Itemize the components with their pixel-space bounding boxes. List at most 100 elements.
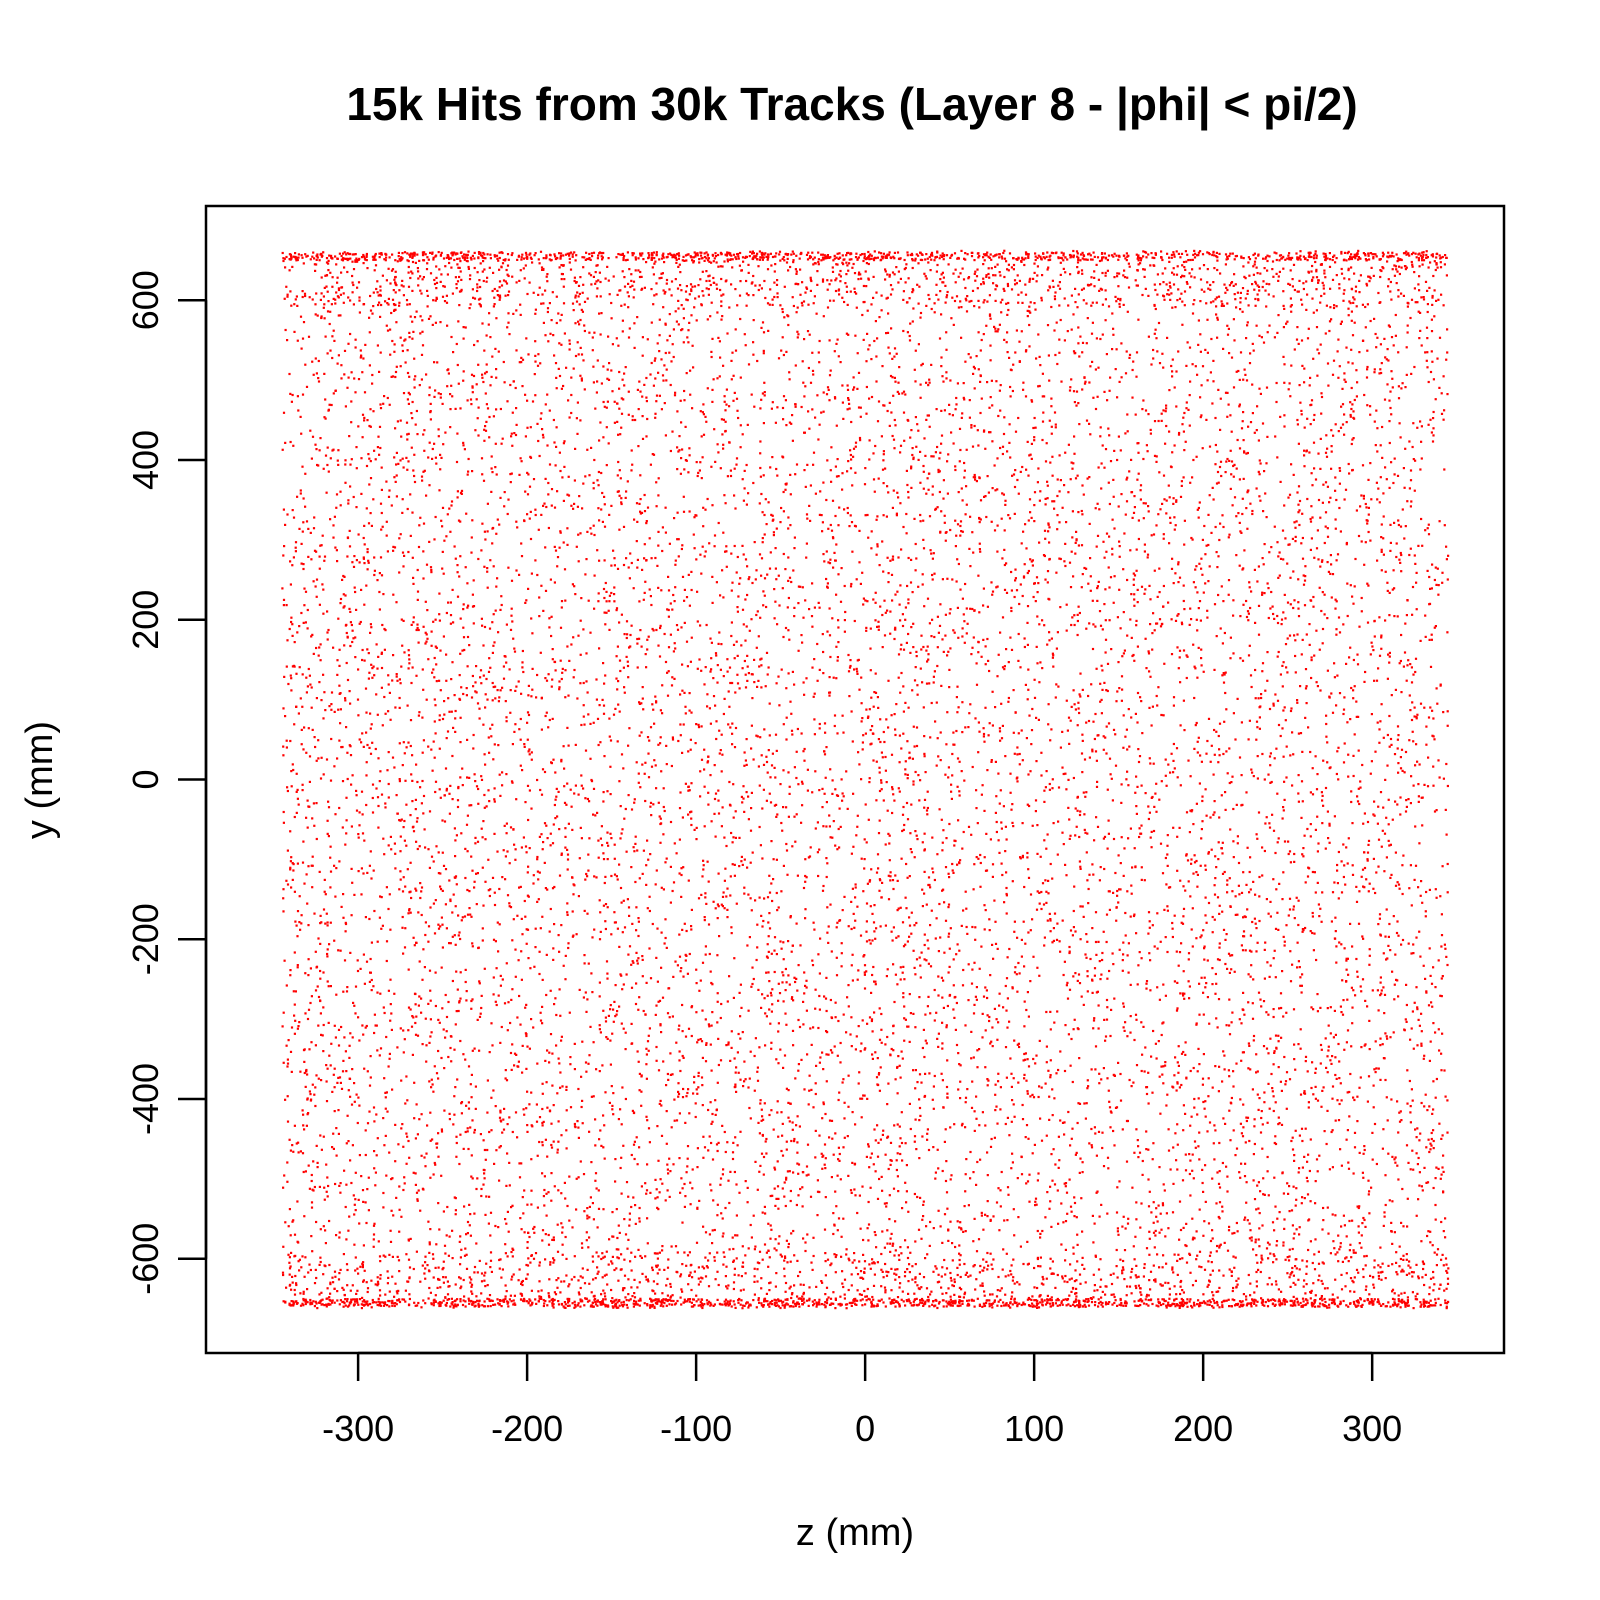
- hit-point: [1421, 545, 1423, 547]
- hit-point: [608, 1015, 610, 1017]
- hit-point: [866, 920, 868, 922]
- hit-point: [1272, 878, 1274, 880]
- hit-point: [1193, 1067, 1195, 1069]
- hit-point: [481, 377, 483, 379]
- hit-point: [794, 1077, 796, 1079]
- hit-point: [878, 738, 880, 740]
- hit-point: [1390, 542, 1392, 544]
- hit-point: [484, 1177, 486, 1179]
- hit-point: [1271, 814, 1273, 816]
- hit-point: [1079, 814, 1081, 816]
- hit-point: [525, 435, 527, 437]
- hit-point: [1041, 1230, 1043, 1232]
- hit-point: [1028, 519, 1030, 521]
- hit-point: [1215, 526, 1217, 528]
- hit-point: [1281, 665, 1283, 667]
- hit-point: [1027, 315, 1029, 317]
- hit-point: [313, 374, 315, 376]
- hit-point: [1022, 382, 1024, 384]
- hit-point: [816, 284, 818, 286]
- hit-point: [659, 319, 661, 321]
- hit-point: [842, 1286, 844, 1288]
- hit-point: [870, 303, 872, 305]
- hit-point: [1020, 291, 1022, 293]
- hit-point: [1184, 290, 1186, 292]
- hit-point: [545, 254, 547, 256]
- hit-point: [588, 837, 590, 839]
- hit-point: [1181, 485, 1183, 487]
- hit-point: [1308, 328, 1310, 330]
- hit-point: [508, 902, 510, 904]
- hit-point: [1444, 1236, 1446, 1238]
- hit-point: [1258, 1097, 1260, 1099]
- hit-point: [1131, 637, 1133, 639]
- hit-point: [1057, 1305, 1059, 1307]
- hit-point: [499, 1042, 501, 1044]
- hit-point: [1031, 708, 1033, 710]
- hit-point: [938, 1210, 940, 1212]
- hit-point: [637, 1163, 639, 1165]
- hit-point: [282, 1025, 284, 1027]
- hit-point: [378, 591, 380, 593]
- hit-point: [862, 603, 864, 605]
- hit-point: [1166, 293, 1168, 295]
- hit-point: [1320, 1062, 1322, 1064]
- hit-point: [582, 1267, 584, 1269]
- hit-point: [853, 376, 855, 378]
- hit-point: [1323, 272, 1325, 274]
- hit-point: [773, 950, 775, 952]
- hit-point: [717, 337, 719, 339]
- hit-point: [803, 992, 805, 994]
- hit-point: [1075, 477, 1077, 479]
- hit-point: [341, 1287, 343, 1289]
- hit-point: [1381, 549, 1383, 551]
- hit-point: [310, 1269, 312, 1271]
- hit-point: [802, 750, 804, 752]
- hit-point: [353, 496, 355, 498]
- hit-point: [719, 752, 721, 754]
- hit-point: [1066, 604, 1068, 606]
- hit-point: [958, 706, 960, 708]
- hit-point: [1292, 538, 1294, 540]
- hit-point: [1162, 1202, 1164, 1204]
- hit-point: [1250, 976, 1252, 978]
- hit-point: [391, 504, 393, 506]
- hit-point: [548, 673, 550, 675]
- hit-point: [631, 625, 633, 627]
- hit-point: [411, 780, 413, 782]
- hit-point: [1092, 600, 1094, 602]
- hit-point: [882, 1130, 884, 1132]
- hit-point: [770, 1042, 772, 1044]
- hit-point: [1082, 1171, 1084, 1173]
- hit-point: [321, 292, 323, 294]
- hit-point: [1257, 755, 1259, 757]
- hit-point: [1430, 1145, 1432, 1147]
- hit-point: [1005, 826, 1007, 828]
- hit-point: [1418, 795, 1420, 797]
- hit-point: [417, 569, 419, 571]
- hit-point: [963, 476, 965, 478]
- hit-point: [1285, 776, 1287, 778]
- hit-point: [783, 1260, 785, 1262]
- hit-point: [869, 344, 871, 346]
- hit-point: [1177, 265, 1179, 267]
- hit-point: [287, 1121, 289, 1123]
- hit-point: [1347, 1306, 1349, 1308]
- hit-point: [434, 698, 436, 700]
- hit-point: [1201, 1169, 1203, 1171]
- hit-point: [828, 695, 830, 697]
- hit-point: [648, 740, 650, 742]
- hit-point: [709, 707, 711, 709]
- hit-point: [1421, 1102, 1423, 1104]
- hit-point: [548, 1244, 550, 1246]
- hit-point: [554, 581, 556, 583]
- hit-point: [1419, 1133, 1421, 1135]
- hit-point: [1122, 970, 1124, 972]
- hit-point: [541, 729, 543, 731]
- hit-point: [1377, 1298, 1379, 1300]
- hit-point: [483, 1274, 485, 1276]
- hit-point: [1341, 268, 1343, 270]
- hit-point: [1028, 877, 1030, 879]
- hit-point: [408, 658, 410, 660]
- hit-point: [1412, 1291, 1414, 1293]
